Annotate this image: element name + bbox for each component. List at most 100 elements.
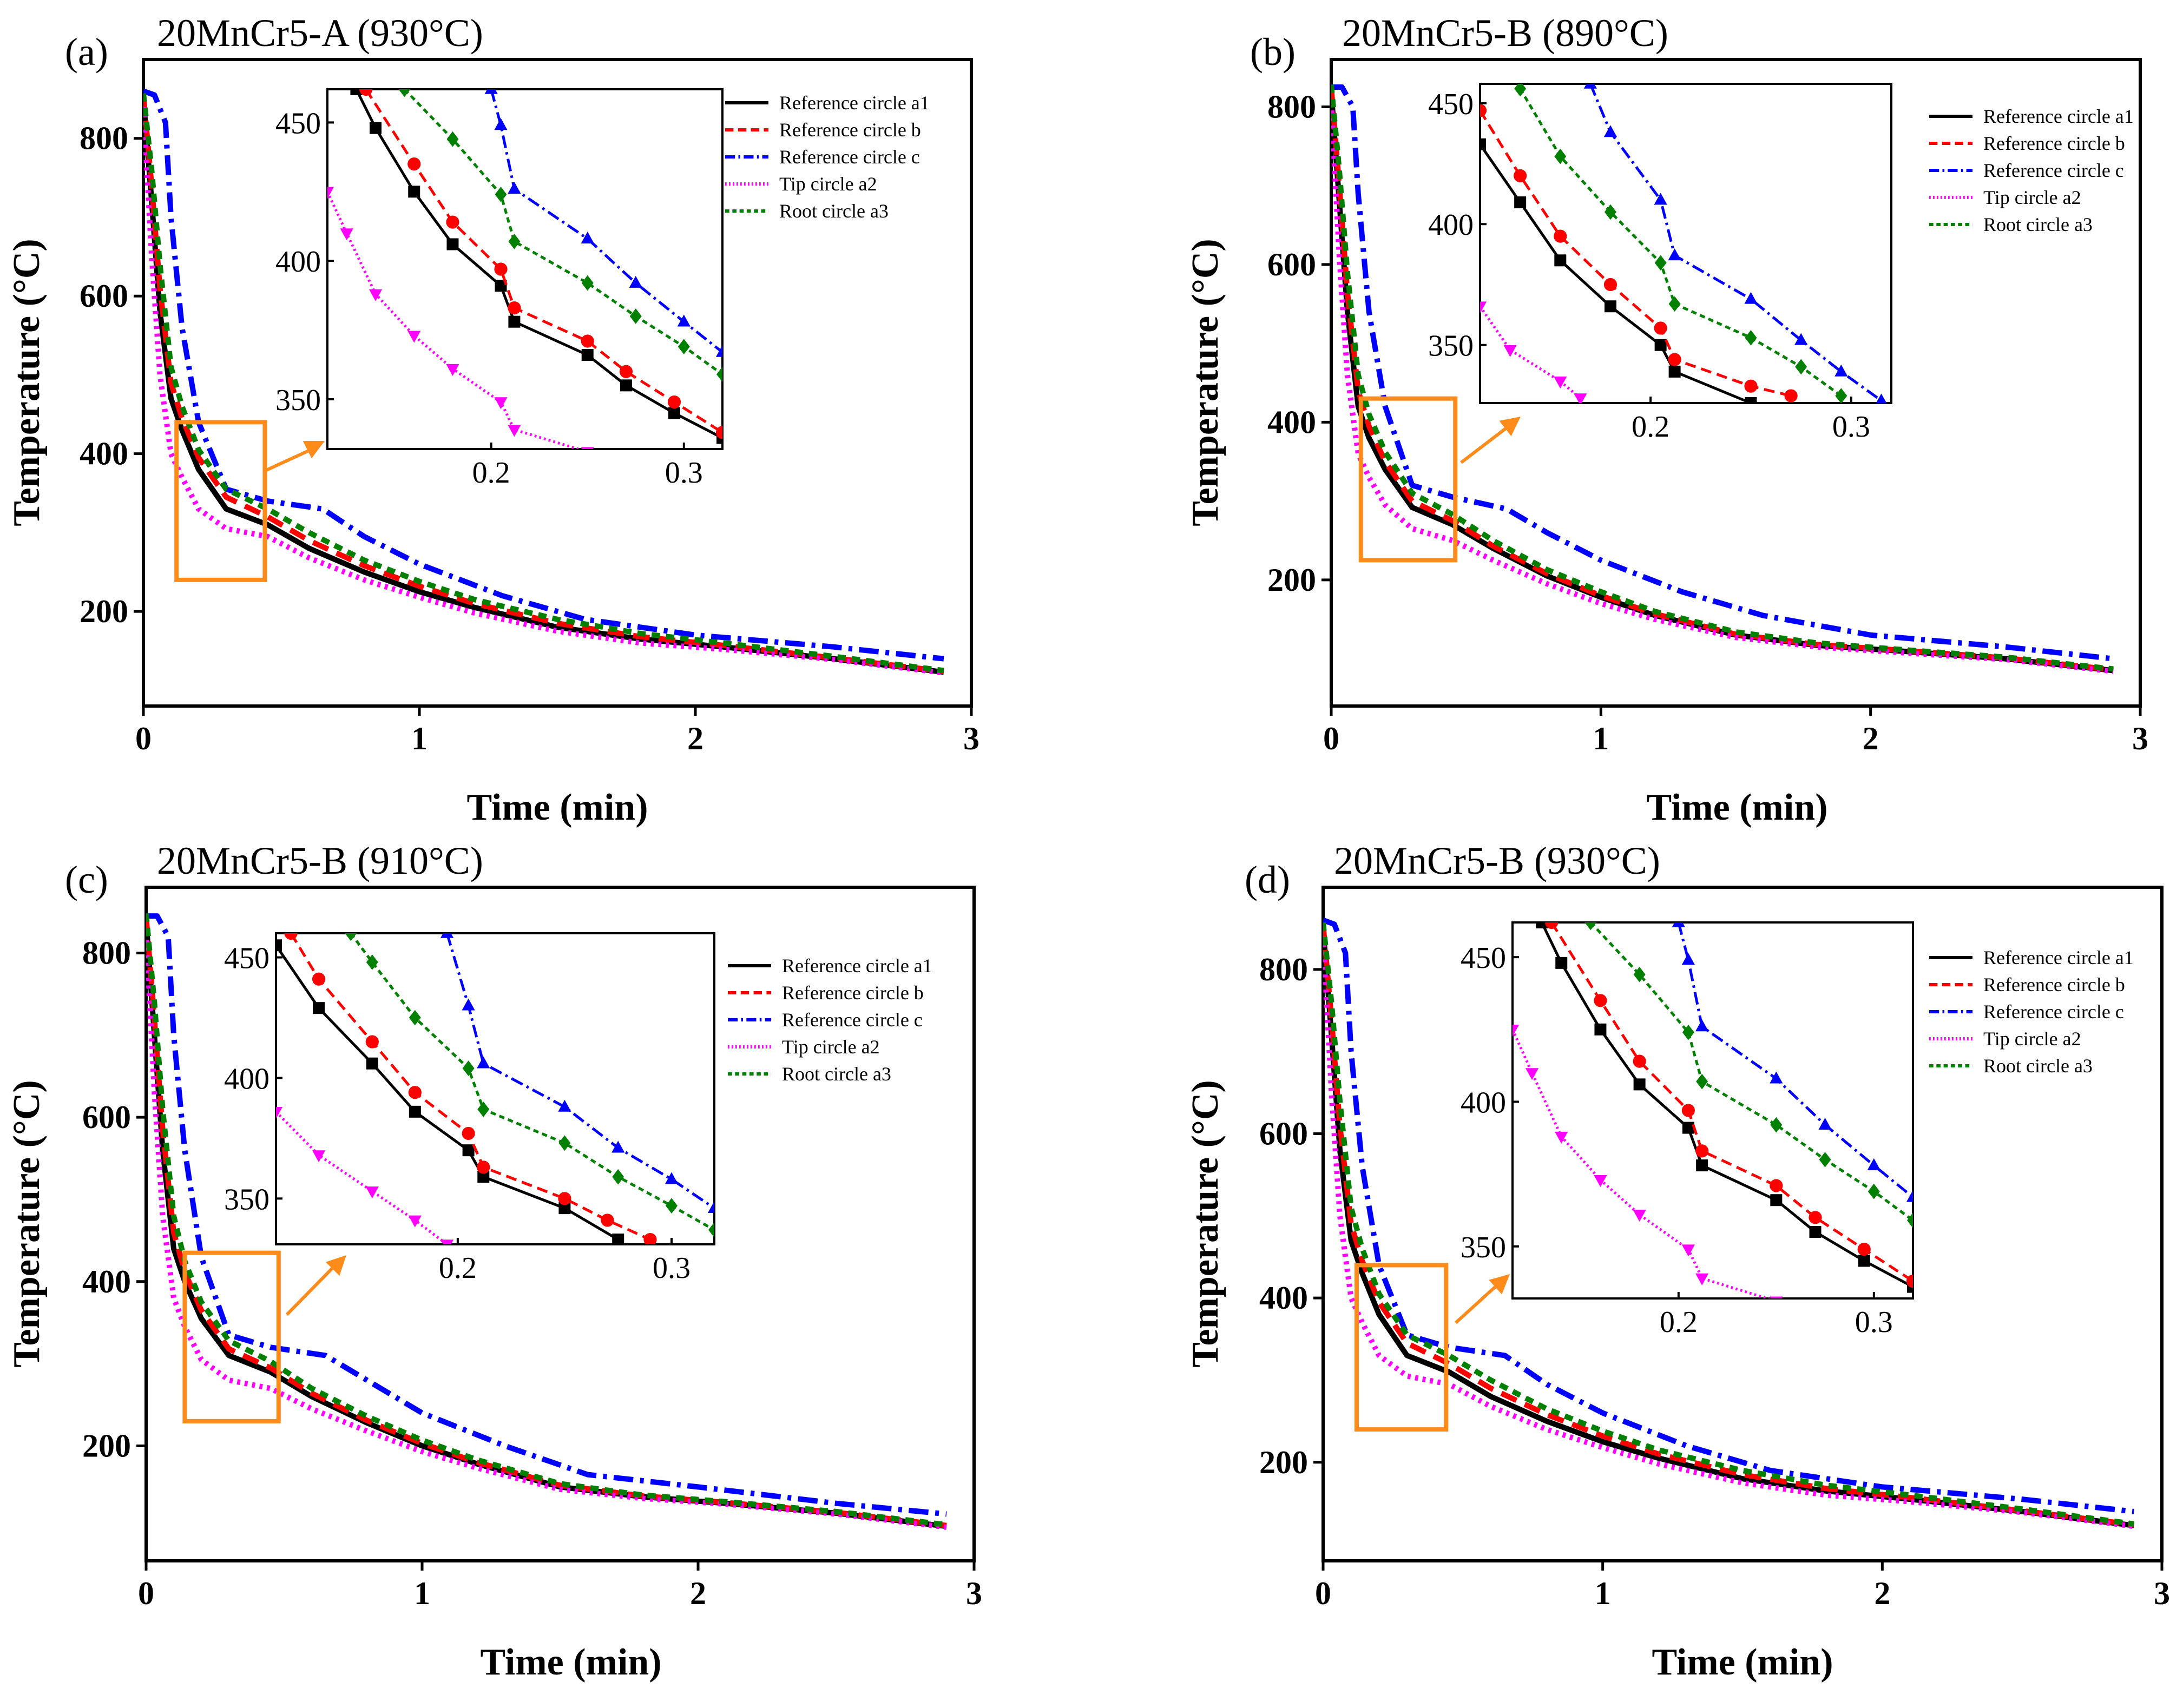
inset-point [612, 1169, 624, 1185]
inset-x-tick-label: 0.3 [1855, 1305, 1893, 1339]
inset-point [1545, 922, 1559, 929]
inset-x-tick-label: 0.2 [1632, 410, 1669, 444]
inset-point [508, 301, 521, 315]
zoom-arrow [285, 1259, 341, 1316]
inset-point [1555, 957, 1568, 969]
inset-line-reference-circle-a1 [1540, 922, 1913, 1288]
legend-entry-label: Reference circle b [779, 119, 921, 141]
inset-point [1554, 148, 1567, 164]
inset-point [1514, 84, 1527, 97]
inset-line-reference-circle-a1 [355, 89, 722, 439]
inset-point [1594, 1175, 1607, 1188]
inset-point [359, 89, 373, 96]
inset-point [477, 1160, 490, 1174]
legend-entry-label: Reference circle a1 [1983, 947, 2134, 968]
legend-entry-label: Reference circle c [1983, 1001, 2124, 1023]
y-axis-label: Temperature (°C) [1185, 239, 1226, 526]
inset-point [1668, 353, 1681, 366]
inset-y-tick-label: 400 [1428, 208, 1474, 242]
inset-x-tick-label: 0.3 [665, 456, 703, 490]
inset-point [1480, 138, 1486, 150]
inset-point [366, 1057, 378, 1070]
inset-point [581, 349, 594, 361]
inset-point [581, 334, 594, 348]
inset-point [1695, 1019, 1709, 1032]
legend-entry-label: Reference circle a1 [782, 955, 932, 977]
inset-y-tick-label: 450 [1461, 941, 1506, 975]
inset-point [284, 933, 298, 940]
inset-point [665, 1172, 679, 1184]
inset-point [629, 308, 642, 324]
inset-point [398, 89, 411, 97]
inset-point [494, 118, 508, 130]
inset-point [1514, 196, 1527, 209]
legend: Reference circle a1 Reference circle b Ref… [1929, 947, 2134, 1077]
inset-point [1834, 364, 1848, 377]
inset-point [1594, 1023, 1607, 1036]
series-line-reference-circle-b [1323, 924, 2134, 1528]
inset-point [1633, 966, 1646, 982]
inset-point [1745, 330, 1757, 346]
inset-y-tick-label: 450 [224, 942, 269, 975]
inset-point [1525, 1068, 1539, 1080]
inset-point [276, 939, 282, 952]
inset-point [508, 315, 521, 328]
inset-point [313, 1002, 325, 1014]
inset-point [1868, 1183, 1880, 1199]
inset-x-tick-label: 0.2 [472, 456, 510, 490]
inset-point [1604, 204, 1616, 220]
x-tick-label: 1 [1593, 721, 1609, 756]
series-line-reference-circle-b [146, 915, 947, 1528]
inset-point [407, 157, 421, 171]
inset-point [1514, 169, 1527, 182]
inset-point [440, 933, 454, 938]
inset-point [1770, 1179, 1783, 1192]
y-tick-label: 800 [1267, 89, 1316, 124]
inset-line-tip-circle-a2 [1513, 1028, 1772, 1298]
x-tick-label: 2 [1874, 1575, 1890, 1611]
inset-point [1744, 292, 1758, 304]
inset-point [508, 234, 521, 249]
inset-line-reference-circle-a1 [276, 944, 619, 1241]
inset-point [408, 186, 420, 198]
inset-point [462, 1144, 475, 1157]
y-tick-label: 600 [80, 278, 128, 314]
legend-entry-label: Reference circle b [782, 982, 924, 1004]
inset-point [462, 998, 475, 1011]
x-tick-label: 3 [2132, 721, 2148, 756]
inset-point [1744, 379, 1758, 393]
inset-point [408, 1215, 422, 1228]
x-tick-label: 0 [135, 721, 152, 756]
inset-line-root-circle-a3 [403, 89, 722, 375]
zoom-arrow-head [325, 1255, 346, 1276]
series-group [143, 88, 944, 676]
zoom-arrow-head [1489, 1274, 1510, 1295]
inset-point [1770, 1117, 1783, 1133]
inset-point [366, 954, 378, 970]
inset-point [1867, 1158, 1880, 1170]
inset-point [1603, 125, 1617, 137]
inset-point [1784, 389, 1798, 403]
y-tick-label: 400 [82, 1264, 131, 1300]
series-line-tip-circle-a2 [1323, 936, 2134, 1529]
inset-point [340, 228, 353, 241]
inset-point [484, 89, 498, 94]
inset-point [1858, 1255, 1870, 1267]
panel-title: 20MnCr5-B (890°C) [1342, 11, 1668, 55]
legend-entry-label: Reference circle c [779, 146, 920, 168]
inset-point [1907, 1212, 1913, 1228]
series-line-reference-circle-c [143, 88, 944, 662]
inset-point [350, 89, 363, 95]
x-axis-label: Time (min) [466, 787, 648, 828]
inset: 0.2 0.3 350 400 450 [275, 88, 724, 490]
series-line-reference-circle-c [1331, 84, 2114, 662]
inset-series-group [276, 933, 714, 1244]
inset-point [494, 397, 508, 410]
inset-point [558, 1099, 571, 1112]
y-tick-label: 600 [1267, 247, 1316, 282]
inset-point [1603, 278, 1617, 292]
series-line-reference-circle-c [1323, 918, 2134, 1514]
inset-point [620, 453, 633, 465]
inset-y-tick-label: 350 [1461, 1231, 1506, 1264]
inset-point [1696, 1073, 1708, 1090]
